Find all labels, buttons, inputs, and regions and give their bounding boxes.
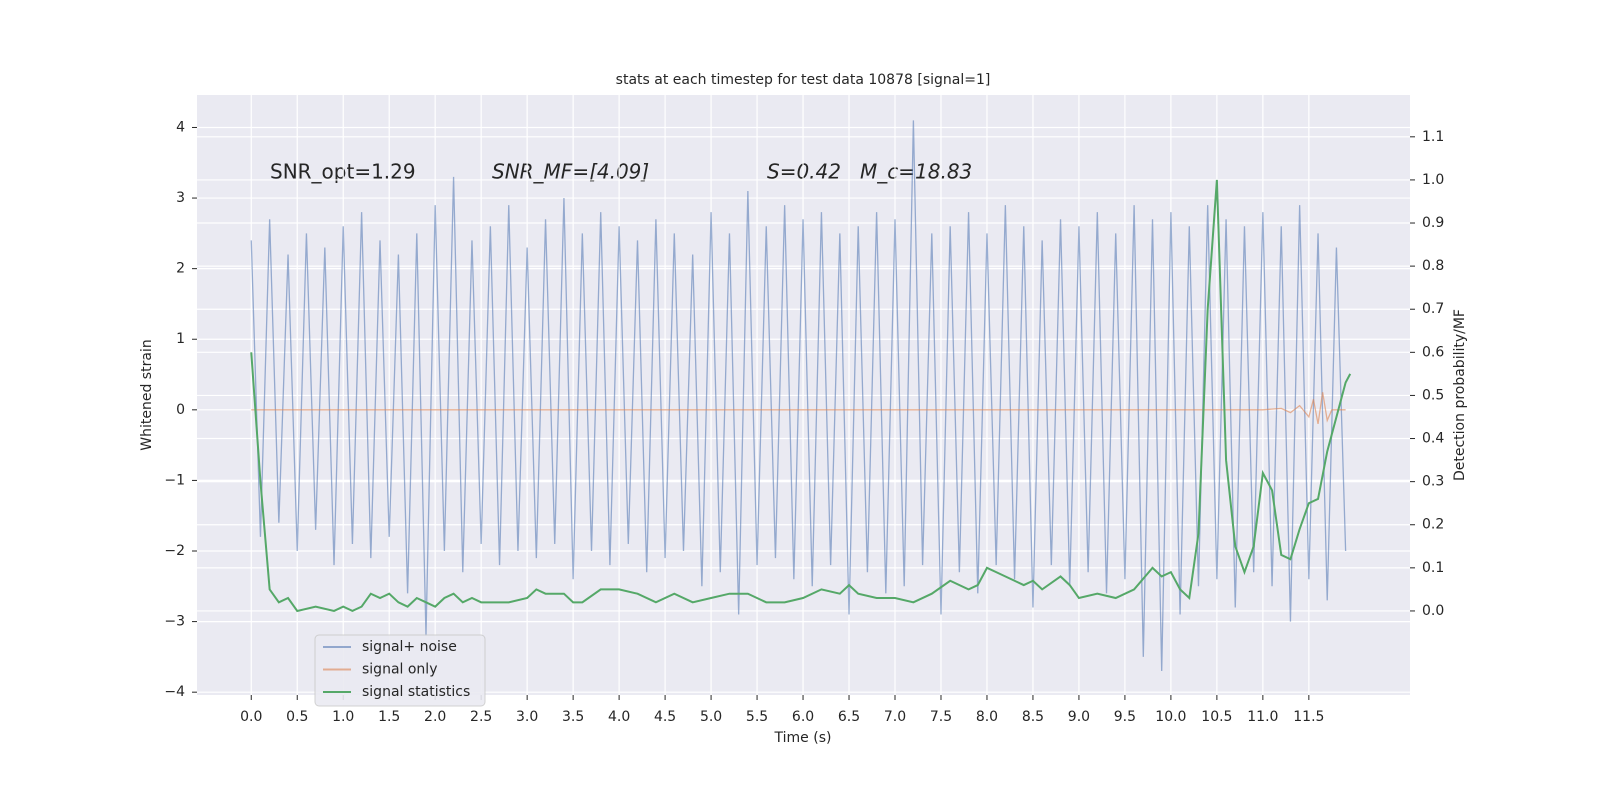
- x-tick-label: 0.0: [240, 709, 262, 725]
- y2-tick-label: 0.7: [1422, 301, 1444, 317]
- y-tick-label: −4: [164, 684, 185, 700]
- x-tick-label: 0.5: [286, 709, 308, 725]
- y-tick-label: 4: [176, 119, 185, 135]
- y2-tick-label: 0.6: [1422, 344, 1444, 360]
- y2-tick-label: 1.0: [1422, 172, 1444, 188]
- chart-title: stats at each timestep for test data 108…: [616, 72, 991, 88]
- y-tick-label: −2: [164, 543, 185, 559]
- y2-tick-label: 1.1: [1422, 129, 1444, 145]
- y2-axis-label: Detection probability/MF: [1452, 309, 1468, 481]
- series-line: [250, 179, 1352, 613]
- y-tick-label: 1: [176, 331, 185, 347]
- legend-label: signal only: [362, 662, 437, 678]
- x-tick-label: 4.5: [654, 709, 676, 725]
- x-tick-label: 9.0: [1068, 709, 1090, 725]
- x-axis-label: Time (s): [774, 730, 832, 746]
- y-tick-label: 3: [176, 190, 185, 206]
- y2-tick-label: 0.4: [1422, 431, 1444, 447]
- x-tick-label: 8.0: [976, 709, 998, 725]
- y2-tick-label: 0.5: [1422, 387, 1444, 403]
- legend-box: [314, 634, 486, 707]
- y2-tick-label: 0.2: [1422, 517, 1444, 533]
- series-line: [250, 120, 1347, 672]
- x-tick-label: 6.0: [792, 709, 814, 725]
- x-tick-label: 5.5: [746, 709, 768, 725]
- y-tick-label: −1: [164, 472, 185, 488]
- legend: signal+ noise signal only signal statistic…: [314, 634, 486, 707]
- x-tick-label: 11.0: [1247, 709, 1278, 725]
- y2-tick-label: 0.3: [1422, 474, 1444, 490]
- x-tick-label: 10.0: [1155, 709, 1186, 725]
- y-tick-label: 0: [176, 402, 185, 418]
- legend-label: signal statistics: [362, 684, 470, 700]
- legend-label: signal+ noise: [362, 639, 457, 655]
- y2-tick-label: 0.9: [1422, 215, 1444, 231]
- y-tick-label: 2: [176, 261, 185, 277]
- x-tick-label: 10.5: [1201, 709, 1232, 725]
- x-tick-label: 1.5: [378, 709, 400, 725]
- y2-tick-label: 0.1: [1422, 560, 1444, 576]
- x-tick-label: 5.0: [700, 709, 722, 725]
- x-tick-label: 3.5: [562, 709, 584, 725]
- series-line: [251, 392, 1346, 425]
- x-tick-label: 9.5: [1114, 709, 1136, 725]
- y2-tick-label: 0.0: [1422, 603, 1444, 619]
- x-tick-label: 2.0: [424, 709, 446, 725]
- y-axis-label: Whitened strain: [139, 339, 155, 450]
- y2-tick-label: 0.8: [1422, 258, 1444, 274]
- x-tick-label: 2.5: [470, 709, 492, 725]
- x-tick-label: 8.5: [1022, 709, 1044, 725]
- x-tick-label: 7.0: [884, 709, 906, 725]
- x-tick-label: 4.0: [608, 709, 630, 725]
- x-tick-label: 1.0: [332, 709, 354, 725]
- x-tick-label: 11.5: [1293, 709, 1324, 725]
- x-tick-label: 7.5: [930, 709, 952, 725]
- x-tick-label: 6.5: [838, 709, 860, 725]
- x-tick-label: 3.0: [516, 709, 538, 725]
- plot: [250, 120, 1352, 672]
- y-tick-label: −3: [164, 614, 185, 630]
